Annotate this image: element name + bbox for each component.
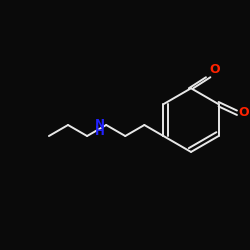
- Text: O: O: [239, 106, 249, 119]
- Text: N: N: [95, 118, 105, 132]
- Text: H: H: [95, 124, 105, 138]
- Text: O: O: [210, 63, 220, 76]
